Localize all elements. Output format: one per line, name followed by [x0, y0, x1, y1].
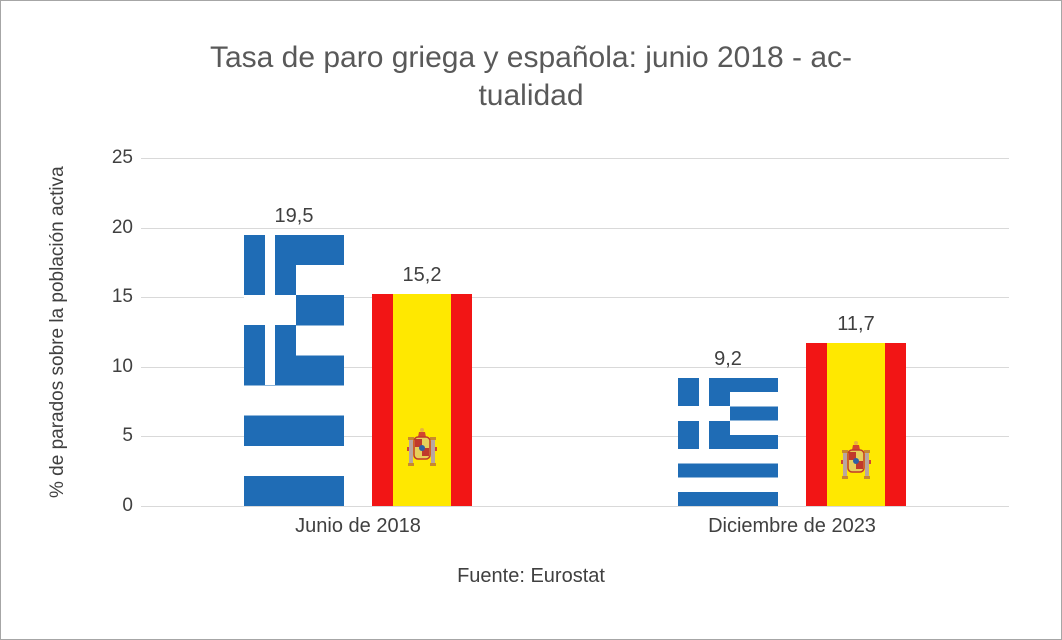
spain-flag-icon [372, 294, 472, 506]
bar-group-junio-2018: 19,5 15,2 [141, 158, 575, 506]
bar-greece-diciembre-2023: 9,2 [678, 158, 778, 506]
plot-area: 19,5 15,2 [141, 158, 1009, 507]
spain-coat-of-arms-icon [407, 427, 437, 466]
y-tick-label: 20 [111, 216, 133, 238]
bar-value-label: 11,7 [837, 313, 875, 336]
spain-flag-icon [806, 343, 906, 506]
chart-title-line-2: tualidad [478, 79, 584, 113]
bar-value-label: 9,2 [714, 347, 742, 370]
greek-flag-canton-cross [244, 234, 296, 386]
y-tick-label: 0 [122, 495, 133, 516]
bar-greece-junio-2018: 19,5 [244, 158, 344, 506]
gridline [141, 158, 1009, 159]
source-caption: Fuente: Eurostat [457, 565, 605, 587]
greek-flag-canton-cross [678, 377, 730, 450]
gridline [141, 227, 1009, 229]
chart-title: Tasa de paro griega y española: junio 20… [41, 39, 1021, 116]
gridline [141, 366, 1009, 368]
bar-value-label: 19,5 [274, 204, 314, 227]
greece-flag-icon [244, 234, 344, 506]
x-axis-label-diciembre-2023: Diciembre de 2023 [708, 515, 876, 537]
y-tick-label: 15 [111, 286, 133, 308]
y-tick-label: 5 [122, 425, 133, 447]
gridline [141, 506, 1009, 507]
x-axis-label-junio-2018: Junio de 2018 [295, 515, 421, 537]
y-tick-label: 25 [111, 147, 133, 168]
x-axis-labels: Junio de 2018 Diciembre de 2023 [141, 515, 1009, 538]
bar-spain-junio-2018: 15,2 [372, 158, 472, 506]
bar-value-label: 15,2 [402, 264, 442, 287]
bar-groups: 19,5 15,2 [141, 158, 1009, 506]
chart-title-line-1: Tasa de paro griega y española: junio 20… [209, 41, 853, 74]
y-tick-label: 10 [111, 355, 133, 377]
y-axis-ticks: 25 20 15 10 5 0 [61, 147, 133, 516]
gridline [141, 297, 1009, 299]
bar-spain-diciembre-2023: 11,7 [806, 158, 906, 506]
gridline [141, 436, 1009, 438]
spain-coat-of-arms-icon [841, 441, 871, 480]
bar-group-diciembre-2023: 9,2 11,7 [575, 158, 1009, 506]
greece-flag-icon [678, 377, 778, 506]
